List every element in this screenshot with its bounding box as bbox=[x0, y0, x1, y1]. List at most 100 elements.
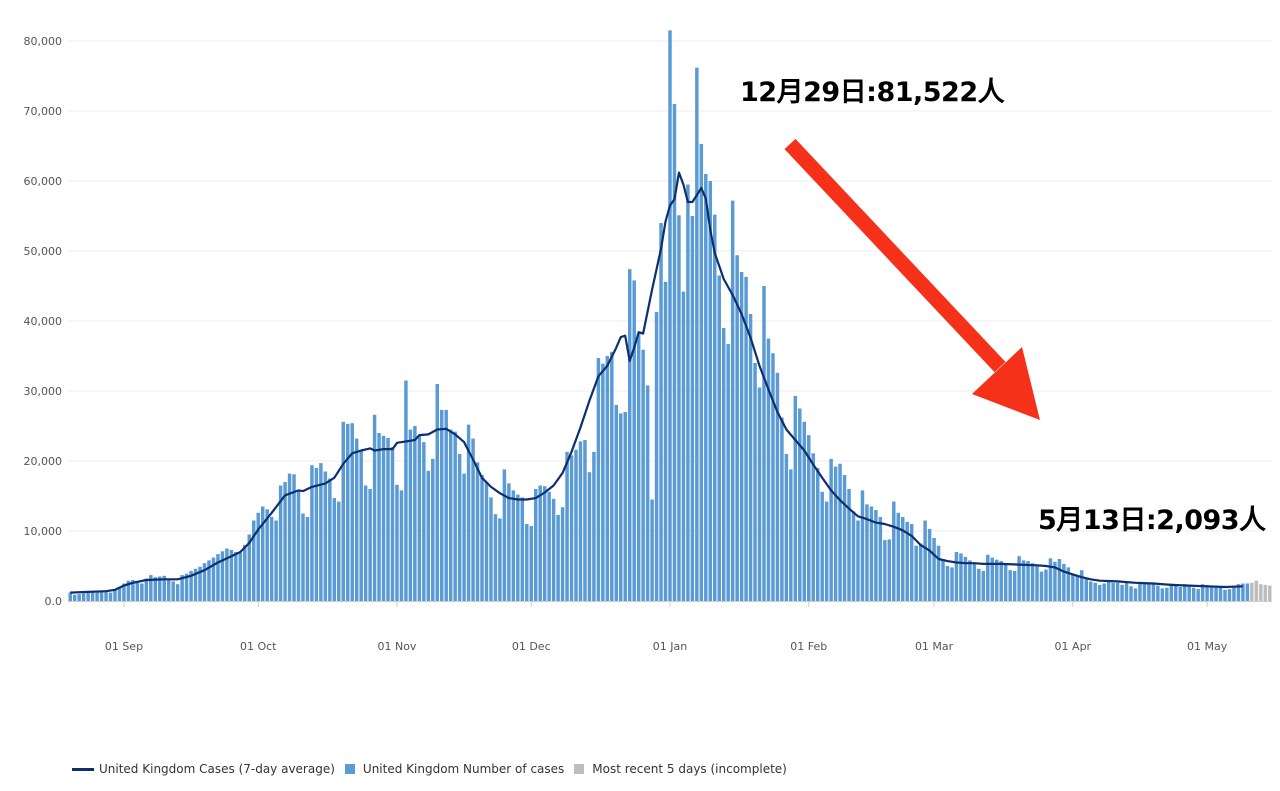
case-bar bbox=[1200, 584, 1205, 601]
case-bar bbox=[547, 491, 551, 601]
case-bar bbox=[905, 521, 909, 601]
case-bar bbox=[153, 577, 158, 601]
case-bar bbox=[166, 580, 171, 601]
case-bar bbox=[945, 566, 950, 601]
case-bar bbox=[793, 395, 798, 601]
case-bar bbox=[466, 424, 471, 601]
case-bar bbox=[968, 560, 972, 601]
case-bar bbox=[1232, 586, 1236, 601]
y-tick-label: 40,000 bbox=[24, 315, 63, 328]
legend-bar-swatch bbox=[344, 764, 355, 774]
case-bar bbox=[149, 575, 153, 601]
case-bar bbox=[569, 455, 574, 601]
legend-item-avg[interactable]: United Kingdom Cases (7-day average) bbox=[72, 762, 335, 776]
case-bar bbox=[135, 582, 140, 601]
case-bar bbox=[184, 573, 189, 601]
case-bar bbox=[883, 540, 887, 601]
case-bar bbox=[211, 557, 216, 601]
x-tick-label: 01 Nov bbox=[377, 640, 416, 653]
case-bar bbox=[659, 223, 663, 601]
case-bar bbox=[193, 568, 198, 601]
y-tick-label: 30,000 bbox=[24, 385, 63, 398]
case-bar bbox=[525, 524, 529, 601]
x-axis-labels: 01 Sep 01 Oct 01 Nov 01 Dec 01 Jan 01 Feb 01 M… bbox=[105, 601, 1228, 653]
case-bar bbox=[1165, 587, 1169, 601]
case-bar bbox=[1187, 586, 1191, 601]
case-bar bbox=[439, 409, 444, 601]
case-bar bbox=[833, 466, 838, 601]
case-bar bbox=[180, 575, 184, 601]
case-bar bbox=[1012, 570, 1017, 601]
case-bar bbox=[1111, 582, 1115, 601]
y-axis-labels: 0.0 10,000 20,000 30,000 40,000 50,000 60,000 7… bbox=[24, 35, 63, 608]
case-bar bbox=[171, 581, 175, 601]
case-bar bbox=[730, 200, 735, 601]
case-bar bbox=[417, 435, 422, 601]
case-bar bbox=[426, 470, 431, 601]
y-tick-label: 70,000 bbox=[24, 105, 63, 118]
case-bar bbox=[310, 465, 314, 601]
case-bar bbox=[1066, 567, 1071, 601]
case-bar bbox=[699, 143, 704, 601]
case-bar bbox=[672, 104, 677, 601]
case-bar bbox=[583, 440, 587, 601]
case-bar bbox=[287, 473, 292, 601]
case-bar bbox=[533, 489, 538, 601]
case-bar bbox=[811, 453, 815, 601]
case-bar bbox=[592, 451, 596, 601]
case-bar bbox=[260, 506, 265, 601]
case-bar bbox=[556, 514, 560, 601]
legend-item-incomplete[interactable]: Most recent 5 days (incomplete) bbox=[574, 762, 787, 776]
case-bar bbox=[77, 594, 81, 601]
case-bar bbox=[878, 517, 883, 601]
case-bar bbox=[735, 255, 739, 601]
case-bar bbox=[337, 501, 341, 601]
avg-line-group bbox=[70, 171, 1243, 594]
case-bar bbox=[516, 494, 520, 601]
case-bar bbox=[372, 414, 377, 601]
case-bar bbox=[1084, 577, 1088, 601]
case-bar bbox=[1093, 582, 1097, 601]
case-bar bbox=[954, 552, 959, 601]
case-bar bbox=[1088, 581, 1093, 601]
case-bar bbox=[762, 286, 766, 601]
case-bar bbox=[328, 478, 332, 601]
case-bar bbox=[368, 489, 372, 601]
case-bar bbox=[381, 435, 386, 601]
case-bar bbox=[668, 30, 672, 601]
case-bar bbox=[551, 498, 556, 601]
case-bar bbox=[475, 462, 480, 601]
case-bar bbox=[1039, 571, 1044, 601]
case-bar bbox=[117, 587, 122, 601]
legend-item-cases[interactable]: United Kingdom Number of cases bbox=[344, 762, 564, 776]
case-bar bbox=[390, 447, 395, 601]
case-bar bbox=[838, 463, 842, 601]
y-tick-label: 50,000 bbox=[24, 245, 63, 258]
case-bar bbox=[131, 580, 135, 601]
case-bar bbox=[332, 498, 337, 601]
case-bar bbox=[216, 554, 220, 601]
case-bar bbox=[314, 468, 319, 601]
case-bar bbox=[1182, 584, 1187, 601]
case-bar bbox=[1026, 561, 1030, 601]
case-bar bbox=[999, 561, 1003, 601]
x-tick-label: 01 May bbox=[1187, 640, 1228, 653]
case-bar bbox=[1151, 583, 1156, 601]
case-bar bbox=[1174, 585, 1178, 601]
case-bar bbox=[726, 344, 730, 601]
y-tick-label: 20,000 bbox=[24, 455, 63, 468]
case-bar bbox=[874, 510, 878, 601]
case-bar bbox=[462, 473, 466, 601]
case-bar bbox=[1053, 561, 1057, 601]
legend-label-incomplete: Most recent 5 days (incomplete) bbox=[592, 762, 787, 776]
case-bar bbox=[359, 450, 363, 601]
x-tick-label: 01 Mar bbox=[915, 640, 954, 653]
case-bar bbox=[480, 475, 484, 601]
case-bar bbox=[99, 591, 104, 601]
arrow-head bbox=[972, 347, 1040, 420]
case-bar bbox=[238, 552, 243, 601]
case-bar bbox=[990, 557, 995, 601]
case-bar bbox=[529, 526, 533, 601]
case-bar bbox=[350, 423, 354, 601]
case-bar bbox=[126, 580, 131, 601]
